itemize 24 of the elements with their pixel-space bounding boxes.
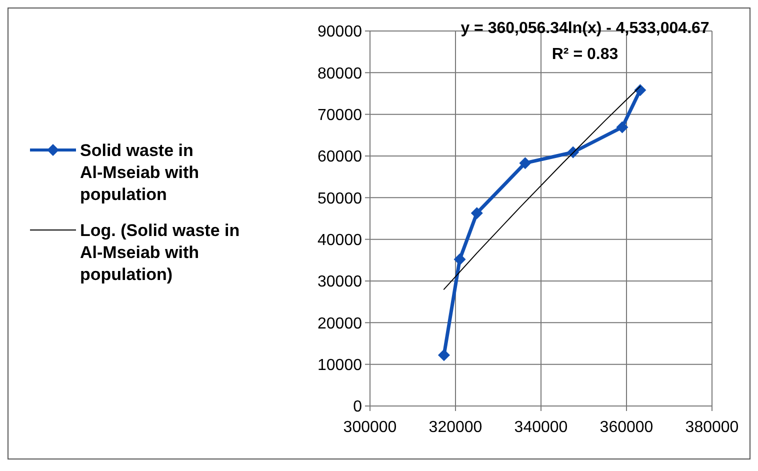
point bbox=[519, 157, 532, 170]
y-tick-label: 30000 bbox=[318, 274, 362, 291]
y-tick-label: 90000 bbox=[318, 24, 362, 41]
point bbox=[616, 121, 628, 134]
point bbox=[454, 253, 466, 266]
annotation: R² = 0.83 bbox=[552, 46, 618, 63]
annotation: y = 360,056.34ln(x) - 4,533,004.67 bbox=[460, 20, 710, 37]
y-tick-label: 50000 bbox=[318, 190, 362, 208]
point bbox=[438, 349, 450, 362]
y-tick-label: 80000 bbox=[318, 65, 362, 82]
x-tick-label: 360000 bbox=[600, 419, 654, 436]
y-tick-label: 60000 bbox=[318, 148, 362, 166]
legend-label: Log. (Solid waste in Al-Mseiab with population) bbox=[80, 221, 240, 284]
y-tick-label: 20000 bbox=[318, 315, 362, 332]
x-tick-label: 340000 bbox=[514, 419, 568, 436]
y-tick-label: 40000 bbox=[318, 232, 362, 249]
y-tick-label: 0 bbox=[353, 398, 362, 416]
x-tick-label: 380000 bbox=[685, 419, 739, 436]
y-tick-label: 10000 bbox=[318, 356, 362, 374]
x-tick-label: 300000 bbox=[343, 419, 397, 436]
legend-label: Solid waste in Al-Mseiab with population bbox=[80, 141, 200, 204]
y-tick-label: 70000 bbox=[318, 106, 362, 124]
x-tick-label: 320000 bbox=[428, 419, 482, 436]
point bbox=[470, 207, 483, 220]
